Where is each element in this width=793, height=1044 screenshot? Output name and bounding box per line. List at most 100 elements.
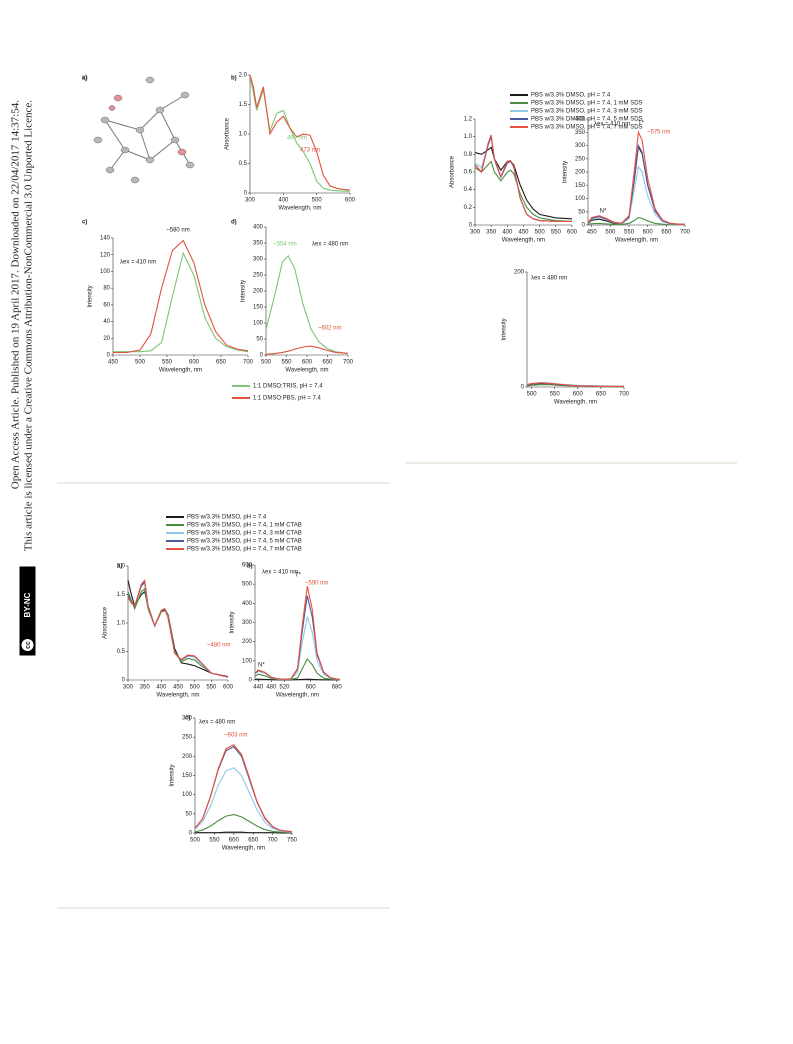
- x-tick-label: 680: [332, 685, 343, 691]
- annotation: λex = 410 nm: [262, 570, 298, 576]
- annotation: ~554 nm: [273, 242, 297, 248]
- annotation: 467 nm: [287, 136, 307, 142]
- y-axis-label: Absorbance: [103, 606, 109, 639]
- x-tick-label: 600: [189, 360, 200, 366]
- x-tick-label: 650: [248, 838, 259, 844]
- panel-label: b): [231, 76, 237, 82]
- x-axis-label: Wavelength, nm: [554, 400, 597, 406]
- y-tick-label: 0.2: [464, 205, 473, 211]
- y-tick-label: 300: [575, 143, 586, 149]
- x-tick-label: 700: [680, 230, 691, 236]
- y-tick-label: 0.5: [117, 649, 126, 655]
- y-tick-label: 150: [575, 183, 586, 189]
- legend-label: PBS w/3.3% DMSO, pH = 7.4, 5 mM SDS: [531, 117, 643, 123]
- x-tick-label: 450: [173, 685, 184, 691]
- annotation: 473 nm: [300, 148, 320, 154]
- x-tick-label: 550: [624, 230, 635, 236]
- curve: [474, 134, 572, 223]
- y-tick-label: 0.8: [464, 152, 473, 158]
- legend-label: PBS w/3.3% DMSO, pH = 7.4, 5 mM CTAB: [187, 539, 302, 545]
- y-tick-label: 0: [260, 353, 264, 359]
- y-tick-label: 0: [122, 678, 126, 684]
- x-axis-label: Wavelength, nm: [285, 368, 328, 374]
- y-tick-label: 0: [469, 223, 473, 229]
- y-axis-label: Intensity: [502, 318, 508, 340]
- y-tick-label: 0: [107, 353, 111, 359]
- x-tick-label: 600: [573, 392, 584, 398]
- x-tick-label: 520: [279, 685, 290, 691]
- curve: [249, 74, 350, 192]
- y-tick-label: 150: [182, 773, 193, 779]
- y-axis-label: Intensity: [241, 280, 247, 302]
- x-tick-label: 400: [156, 685, 167, 691]
- y-tick-label: 20: [103, 336, 110, 342]
- x-axis-label: Wavelength, nm: [276, 693, 319, 699]
- y-tick-label: 80: [103, 286, 110, 292]
- licence-note: This article is licensed under a Creativ…: [23, 100, 35, 551]
- cc-badge: cc BY-NC: [19, 566, 36, 656]
- y-tick-label: 100: [182, 792, 193, 798]
- y-axis-label: Intensity: [88, 285, 94, 307]
- x-tick-label: 400: [278, 198, 289, 204]
- y-tick-label: 1.0: [117, 621, 126, 627]
- y-tick-label: 500: [242, 582, 253, 588]
- x-tick-label: 300: [245, 198, 256, 204]
- x-tick-label: 550: [209, 838, 220, 844]
- x-tick-label: 450: [518, 230, 529, 236]
- x-tick-label: 550: [281, 360, 292, 366]
- x-tick-label: 700: [619, 392, 630, 398]
- x-tick-label: 500: [527, 392, 538, 398]
- y-tick-label: 400: [253, 225, 264, 231]
- x-axis-label: Wavelength, nm: [278, 206, 321, 212]
- y-tick-label: 100: [253, 321, 264, 327]
- crystal-structure: a): [82, 75, 195, 184]
- y-tick-label: 100: [242, 658, 253, 664]
- y-tick-label: 50: [185, 811, 192, 817]
- y-tick-label: 0: [189, 831, 193, 837]
- y-tick-label: 50: [256, 337, 263, 343]
- legend-label: PBS w/3.3% DMSO, pH = 7.4, 3 mM SDS: [531, 109, 643, 115]
- y-tick-label: 200: [253, 289, 264, 295]
- badge-text: BY-NC: [23, 592, 32, 617]
- y-tick-label: 250: [182, 735, 193, 741]
- x-tick-label: 500: [190, 838, 201, 844]
- x-tick-label: 650: [216, 360, 227, 366]
- legend-label: PBS w/3.3% DMSO, pH = 7.4: [187, 515, 267, 521]
- y-axis-label: Intensity: [563, 161, 569, 183]
- x-tick-label: 500: [605, 230, 616, 236]
- x-tick-label: 550: [551, 230, 562, 236]
- y-tick-label: 60: [103, 302, 110, 308]
- x-tick-label: 450: [108, 360, 119, 366]
- annotation: ~575 nm: [647, 130, 671, 136]
- annotation: ~580 nm: [166, 228, 190, 234]
- annotation: ~480 nm: [207, 643, 231, 649]
- y-tick-label: 1.5: [117, 592, 126, 598]
- curve: [194, 744, 293, 833]
- y-tick-label: 350: [253, 241, 264, 247]
- x-tick-label: 700: [343, 360, 354, 366]
- badge-circle: [21, 639, 34, 651]
- x-tick-label: 450: [587, 230, 598, 236]
- legend-label: PBS w/3.3% DMSO, pH = 7.4, 7 mM SDS: [531, 125, 643, 131]
- y-axis-label: Absorbance: [450, 155, 456, 188]
- annotation: λex = 480 nm: [531, 276, 567, 282]
- y-tick-label: 50: [578, 209, 585, 215]
- curve: [194, 814, 293, 834]
- annotation: ~590 nm: [305, 581, 329, 587]
- y-tick-label: 350: [575, 130, 586, 136]
- y-tick-label: 2.0: [117, 564, 126, 570]
- y-tick-label: 140: [100, 236, 111, 242]
- x-tick-label: 650: [322, 360, 333, 366]
- badge-cc: cc: [25, 641, 32, 649]
- curve: [526, 382, 624, 387]
- x-axis-label: Wavelength, nm: [502, 238, 545, 244]
- y-tick-label: 200: [514, 270, 525, 276]
- x-tick-label: 700: [268, 838, 279, 844]
- annotation: N*: [258, 663, 265, 669]
- x-tick-label: 700: [243, 360, 254, 366]
- x-axis-label: Wavelength, nm: [156, 693, 199, 699]
- legend-label: PBS w/3.3% DMSO, pH = 7.4, 7 mM CTAB: [187, 547, 302, 553]
- annotation: λex = 410 nm: [120, 260, 156, 266]
